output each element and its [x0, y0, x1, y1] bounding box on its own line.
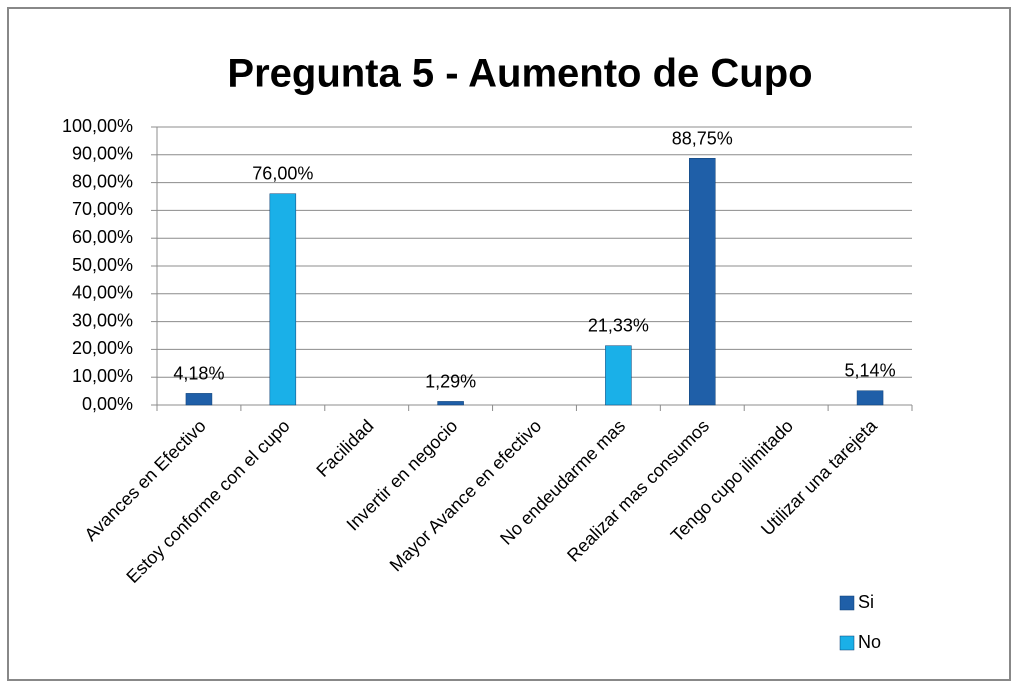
bar — [856, 390, 884, 406]
y-tick-label: 70,00% — [72, 199, 133, 219]
y-tick-label: 90,00% — [72, 144, 133, 164]
y-tick-label: 20,00% — [72, 338, 133, 358]
y-tick-label: 10,00% — [72, 366, 133, 386]
bar — [185, 393, 213, 406]
data-label: 1,29% — [425, 371, 476, 391]
chart-title: Pregunta 5 - Aumento de Cupo — [227, 52, 812, 96]
legend-label: Si — [858, 592, 874, 612]
data-label: 21,33% — [588, 316, 649, 336]
data-label: 76,00% — [252, 164, 313, 184]
y-tick-label: 30,00% — [72, 310, 133, 330]
data-label: 88,75% — [672, 128, 733, 148]
y-tick-label: 100,00% — [62, 116, 133, 136]
bar — [269, 193, 297, 406]
bar — [605, 345, 632, 406]
legend-swatch — [839, 635, 855, 651]
legend-label: No — [858, 632, 881, 652]
y-tick-label: 80,00% — [72, 171, 133, 191]
y-tick-label: 40,00% — [72, 283, 133, 303]
data-label: 4,18% — [173, 363, 224, 383]
chart-border — [7, 7, 1011, 681]
data-label: 5,14% — [845, 361, 896, 381]
y-tick-label: 60,00% — [72, 227, 133, 247]
y-tick-label: 50,00% — [72, 255, 133, 275]
legend-swatch — [839, 595, 855, 611]
y-tick-label: 0,00% — [82, 394, 133, 414]
bar — [689, 158, 716, 406]
bar — [437, 401, 464, 406]
